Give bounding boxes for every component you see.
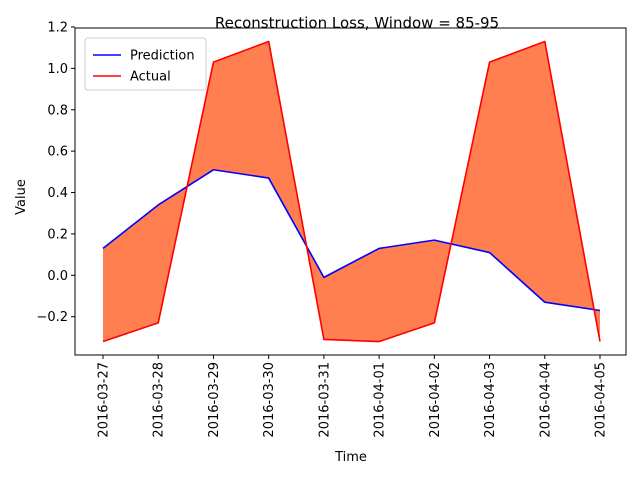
y-axis-label: Value bbox=[14, 179, 29, 215]
legend-label-actual: Actual bbox=[130, 70, 171, 85]
x-tick-label: 2016-04-02 bbox=[428, 362, 443, 438]
y-tick-label: 0.4 bbox=[47, 186, 68, 201]
x-tick-label: 2016-03-27 bbox=[97, 362, 112, 438]
y-tick-label: 1.2 bbox=[47, 20, 68, 35]
x-axis: 2016-03-27 2016-03-28 2016-03-29 2016-03-30… bbox=[97, 355, 609, 438]
y-tick-label: −0.2 bbox=[36, 310, 68, 325]
x-tick-label: 2016-04-03 bbox=[483, 362, 498, 438]
x-tick-label: 2016-04-04 bbox=[538, 362, 553, 438]
legend-box bbox=[84, 37, 207, 91]
chart-title: Reconstruction Loss, Window = 85-95 bbox=[215, 14, 499, 32]
x-tick-label: 2016-03-30 bbox=[262, 362, 277, 438]
x-axis-label: Time bbox=[334, 450, 367, 465]
legend-label-prediction: Prediction bbox=[130, 49, 195, 64]
series-line-prediction bbox=[102, 168, 601, 312]
x-tick-label: 2016-03-28 bbox=[152, 362, 167, 438]
y-tick-label: 0.8 bbox=[47, 103, 68, 118]
y-tick-label: 0.6 bbox=[47, 145, 68, 160]
x-tick-label: 2016-03-29 bbox=[207, 362, 222, 438]
legend: Prediction Actual bbox=[84, 37, 207, 91]
y-tick-label: 0.2 bbox=[47, 227, 68, 242]
plot-area bbox=[102, 40, 601, 343]
y-axis: −0.2 0.0 0.2 0.4 0.6 0.8 1.0 1.2 bbox=[36, 20, 75, 325]
x-tick-label: 2016-03-31 bbox=[317, 362, 332, 438]
x-tick-label: 2016-04-05 bbox=[594, 362, 609, 438]
y-tick-label: 0.0 bbox=[47, 269, 68, 284]
y-tick-label: 1.0 bbox=[47, 62, 68, 77]
fill-between-area bbox=[103, 41, 600, 342]
plot-frame bbox=[74, 27, 627, 356]
series-line-actual bbox=[102, 40, 601, 343]
x-tick-label: 2016-04-01 bbox=[373, 362, 388, 438]
